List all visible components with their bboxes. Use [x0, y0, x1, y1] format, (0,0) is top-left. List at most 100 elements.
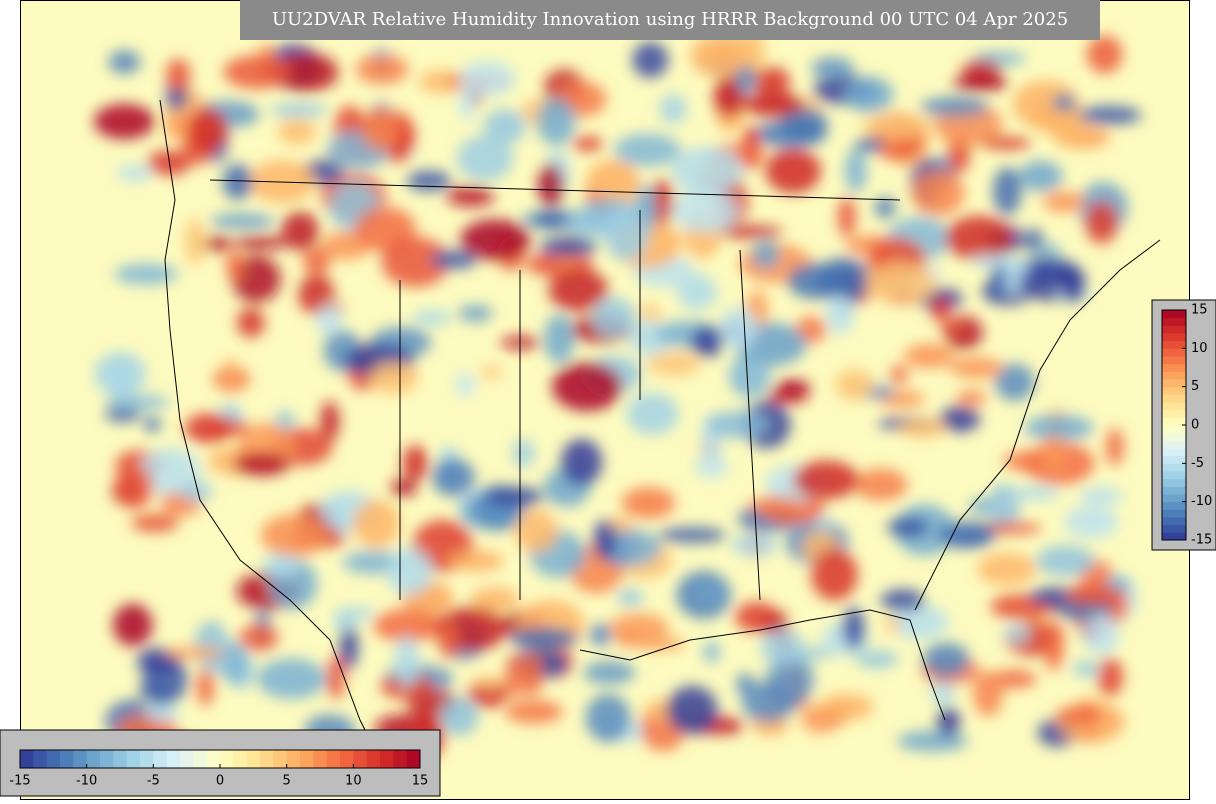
- field-blob: [585, 693, 631, 743]
- colorbar-segment: [1162, 394, 1186, 403]
- field-blob: [972, 671, 1003, 717]
- colorbar-tick-label: -10: [76, 774, 97, 789]
- field-blob: [1083, 613, 1120, 655]
- colorbar-segment: [246, 750, 261, 768]
- field-blob: [991, 669, 1037, 689]
- field-blob: [880, 588, 925, 612]
- field-blob: [898, 418, 947, 438]
- field-blob: [406, 170, 452, 192]
- field-blob: [446, 186, 495, 207]
- field-blob: [1052, 94, 1077, 112]
- field-blob: [713, 76, 744, 117]
- field-blob: [274, 52, 339, 92]
- field-blob: [352, 500, 401, 548]
- field-blob: [94, 351, 147, 396]
- field-blob: [381, 237, 450, 287]
- colorbar-segment: [1162, 417, 1186, 426]
- colorbar-tick-label: -5: [1191, 456, 1204, 471]
- field-blob: [1018, 160, 1063, 192]
- field-blob: [1063, 586, 1127, 606]
- field-blob: [592, 297, 637, 338]
- field-blob: [793, 460, 859, 500]
- field-blob: [741, 681, 795, 723]
- field-blob: [1003, 624, 1031, 643]
- colorbar-tick-label: -5: [147, 774, 160, 789]
- colorbar-segment: [233, 750, 248, 768]
- field-blob: [339, 621, 359, 670]
- colorbar-segment: [286, 750, 301, 768]
- field-blob: [956, 390, 987, 406]
- field-blob: [390, 478, 417, 497]
- borders: [159, 99, 1161, 761]
- colorbar-segment: [313, 750, 328, 768]
- field-blob: [922, 642, 970, 677]
- field-blob: [969, 255, 1017, 268]
- field-blob: [694, 585, 727, 602]
- field-blob: [232, 452, 291, 476]
- field-blob: [844, 148, 867, 193]
- colorbar-segment: [46, 750, 61, 768]
- field-blob: [1007, 485, 1061, 501]
- colorbar-tick-label: 5: [283, 774, 291, 789]
- field-blob: [735, 64, 756, 95]
- field-blob: [621, 487, 676, 519]
- field-blob: [460, 219, 531, 261]
- field-blob: [735, 601, 778, 633]
- field-blob: [882, 618, 901, 632]
- field-blob: [196, 668, 215, 707]
- field-blob: [854, 468, 908, 501]
- field-blob: [447, 550, 504, 572]
- colorbar-segment: [1162, 532, 1186, 541]
- field-blob: [187, 107, 228, 153]
- field-blob: [223, 55, 292, 89]
- colorbar-segment: [340, 750, 354, 768]
- colorbar-segment: [1162, 425, 1186, 434]
- field-blob: [143, 416, 161, 433]
- field-blob: [903, 343, 955, 369]
- colorbar-segment: [220, 750, 234, 768]
- field-blob: [652, 178, 673, 225]
- colorbar-segment: [1162, 325, 1186, 334]
- field-blob: [386, 548, 433, 596]
- field-blob: [736, 28, 766, 77]
- colorbar-segment: [1162, 440, 1186, 449]
- field-blob: [1036, 545, 1095, 577]
- field-blob: [1043, 619, 1065, 672]
- field-blob: [225, 250, 244, 281]
- field-blob: [277, 118, 317, 145]
- field-blob: [373, 609, 443, 643]
- colorbar-tick-label: 15: [1191, 303, 1208, 318]
- colorbar-segment: [406, 750, 421, 768]
- field-blob: [430, 250, 477, 270]
- field-blob: [589, 623, 612, 647]
- innovation-field: [93, 28, 1142, 759]
- field-blob: [1055, 118, 1081, 149]
- field-blob: [632, 41, 669, 78]
- field-blob: [1071, 661, 1102, 677]
- field-blob: [456, 135, 514, 181]
- field-blob: [438, 620, 459, 659]
- field-blob: [455, 372, 475, 398]
- colorbar-tick-label: 0: [216, 774, 224, 789]
- field-blob: [473, 676, 503, 689]
- field-blob: [1106, 428, 1124, 466]
- field-blob: [676, 274, 718, 310]
- field-blob: [659, 94, 687, 124]
- colorbar-segment: [1162, 356, 1186, 365]
- field-blob: [209, 213, 275, 229]
- field-blob: [855, 137, 885, 152]
- field-blob: [147, 150, 191, 176]
- colorbar-segment: [1162, 524, 1186, 533]
- field-blob: [774, 379, 811, 397]
- colorbar-segment: [353, 750, 368, 768]
- field-blob: [203, 419, 249, 436]
- colorbar-segment: [86, 750, 101, 768]
- field-blob: [1077, 105, 1142, 125]
- field-blob: [326, 655, 346, 700]
- field-blob: [238, 624, 279, 652]
- field-blob: [603, 209, 649, 261]
- field-blob: [139, 448, 201, 495]
- colorbar-segment: [1162, 463, 1186, 472]
- field-blob: [112, 603, 153, 647]
- field-blob: [949, 356, 1004, 379]
